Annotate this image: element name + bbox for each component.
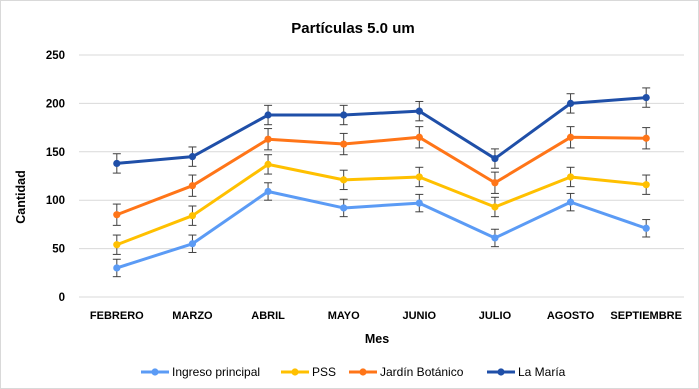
gridlines	[79, 54, 684, 298]
data-point	[264, 160, 272, 168]
data-point	[113, 241, 121, 249]
legend-label: PSS	[312, 365, 336, 379]
y-tick-label: 250	[46, 50, 65, 62]
data-point	[642, 93, 650, 102]
legend-item: La María	[487, 365, 566, 379]
x-tick-label: JUNIO	[403, 310, 437, 322]
data-point	[113, 211, 121, 219]
data-point	[566, 99, 575, 107]
chart-title: Partículas 5.0 um	[291, 20, 414, 37]
data-point	[188, 182, 197, 190]
data-point	[113, 264, 121, 272]
series-line	[116, 135, 647, 217]
series-group	[112, 154, 651, 255]
data-point	[491, 234, 499, 242]
x-tick-label: AGOSTO	[547, 310, 595, 322]
data-point	[264, 187, 272, 196]
series-group	[112, 87, 651, 174]
y-tick-label: 150	[46, 147, 65, 159]
y-axis-label: Cantidad	[14, 170, 28, 223]
series-line	[116, 96, 647, 165]
series-lines	[112, 87, 651, 278]
data-point	[491, 179, 499, 187]
legend-swatch-marker	[151, 368, 159, 376]
legend: Ingreso principal PSS Jardín Botánico La Ma…	[141, 365, 566, 379]
data-point	[340, 140, 348, 148]
series-line	[116, 189, 647, 270]
data-point	[642, 134, 650, 142]
y-tick-label: 50	[52, 244, 65, 256]
x-axis-ticks: FEBRERO MARZO ABRIL MAYO JUNIO JULIO AGOSTO SEP…	[90, 310, 682, 322]
x-tick-label: JULIO	[479, 310, 512, 322]
data-point	[264, 111, 272, 119]
data-point	[566, 198, 575, 206]
legend-swatch-marker	[497, 368, 505, 376]
legend-label: Jardín Botánico	[380, 365, 464, 379]
data-point	[415, 199, 423, 207]
x-tick-label: MARZO	[172, 310, 213, 322]
legend-label: La María	[518, 365, 566, 379]
y-tick-label: 100	[46, 195, 65, 207]
legend-item: Jardín Botánico	[349, 365, 464, 379]
legend-swatch-marker	[359, 368, 367, 376]
series-group	[112, 182, 651, 278]
x-tick-label: ABRIL	[251, 310, 285, 322]
data-point	[642, 181, 650, 189]
legend-item: Ingreso principal	[141, 365, 260, 379]
data-point	[415, 133, 423, 141]
legend-label: Ingreso principal	[172, 365, 260, 379]
series-group	[112, 126, 651, 226]
legend-swatch-marker	[291, 368, 299, 376]
legend-item: PSS	[281, 365, 336, 379]
x-tick-label: FEBRERO	[90, 310, 144, 322]
x-tick-label: SEPTIEMBRE	[610, 310, 682, 322]
data-point	[340, 204, 348, 212]
data-point	[415, 107, 423, 115]
data-point	[340, 111, 348, 119]
y-tick-label: 200	[46, 98, 65, 110]
data-point	[113, 159, 121, 168]
data-point	[340, 176, 348, 184]
data-point	[491, 203, 499, 211]
data-point	[415, 173, 423, 181]
data-point	[566, 133, 575, 141]
data-point	[566, 173, 575, 181]
series-line	[116, 162, 647, 247]
data-point	[642, 224, 650, 232]
data-point	[264, 135, 272, 143]
y-tick-label: 0	[59, 292, 65, 304]
data-point	[188, 212, 197, 220]
data-point	[188, 153, 197, 161]
x-tick-label: MAYO	[328, 310, 360, 322]
y-axis-ticks: 0 50 100 150 200 250	[46, 50, 65, 304]
x-axis-label: Mes	[365, 332, 389, 346]
data-point	[491, 154, 499, 163]
data-point	[188, 240, 197, 248]
